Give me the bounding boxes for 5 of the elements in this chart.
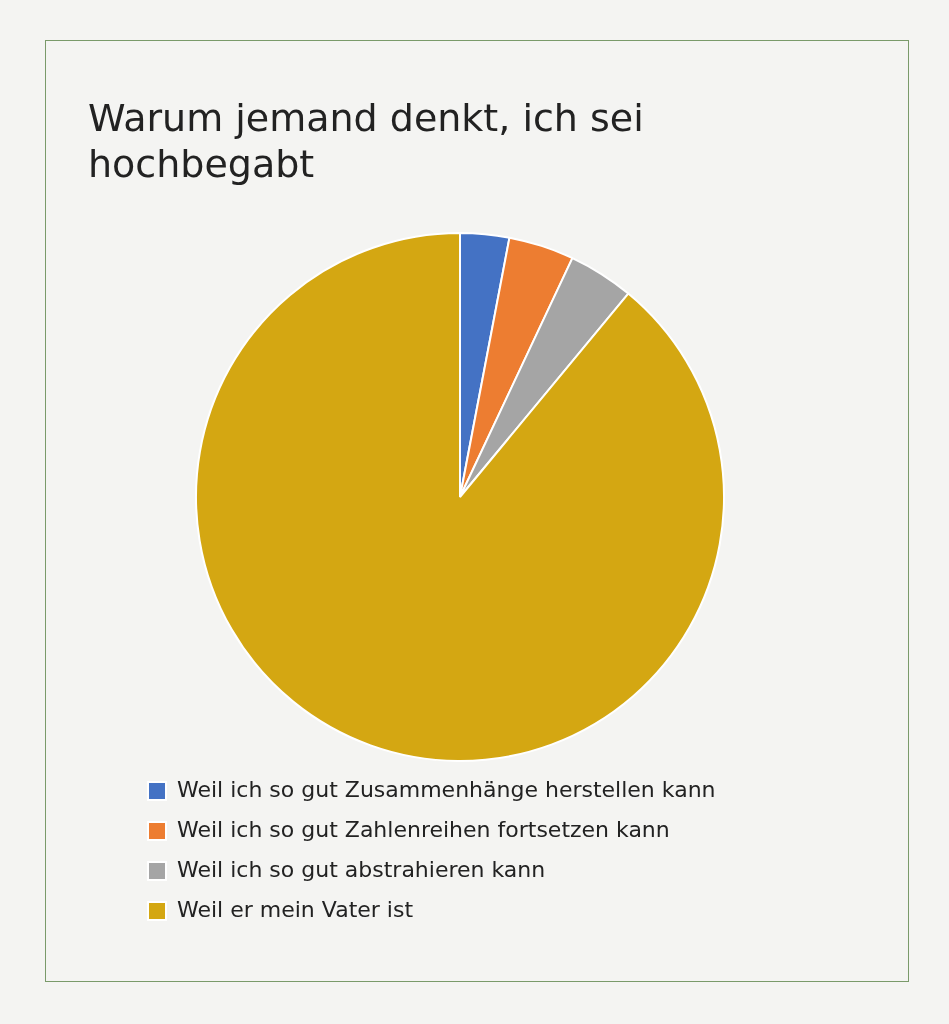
legend-label: Weil ich so gut Zahlenreihen fortsetzen kann (177, 816, 670, 842)
chart-title: Warum jemand denkt, ich sei hochbegabt (88, 95, 645, 187)
legend-label: Weil ich so gut Zusammenhänge herstellen kann (177, 776, 716, 802)
legend-label: Weil er mein Vater ist (177, 896, 414, 922)
legend-label: Weil ich so gut abstrahieren kann (177, 856, 546, 882)
